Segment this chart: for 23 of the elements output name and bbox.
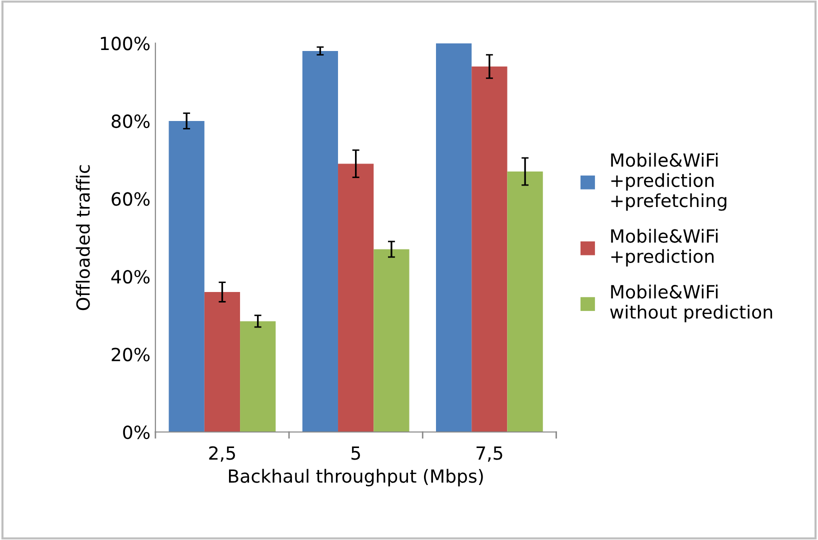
y-tick-label: 0%: [123, 425, 150, 440]
y-tick-label: 60%: [112, 192, 150, 206]
legend-label: Mobile&WiFi without prediction: [610, 284, 772, 322]
x-axis-title: Backhaul throughput (Mbps): [229, 468, 483, 486]
bar: [302, 50, 338, 432]
x-tick-label: 5: [351, 446, 360, 460]
bar: [374, 249, 410, 432]
x-tick-label: 2,5: [209, 446, 236, 462]
y-tick-label: 100%: [100, 36, 150, 50]
y-tick-label: 40%: [111, 270, 150, 284]
bar: [338, 164, 374, 432]
bar: [240, 321, 276, 432]
x-tick-label: 7,5: [476, 446, 502, 462]
y-axis-title: Offloaded traffic: [76, 165, 90, 310]
legend-label: Mobile&WiFi +prediction +prefetching: [611, 152, 726, 211]
bar: [472, 66, 508, 432]
bar: [168, 120, 204, 432]
legend-label: Mobile&WiFi +prediction: [611, 228, 718, 267]
bar: [507, 172, 543, 432]
y-tick-label: 20%: [112, 348, 150, 362]
bar: [436, 43, 472, 432]
y-tick-label: 80%: [112, 114, 150, 128]
bar: [204, 292, 240, 432]
